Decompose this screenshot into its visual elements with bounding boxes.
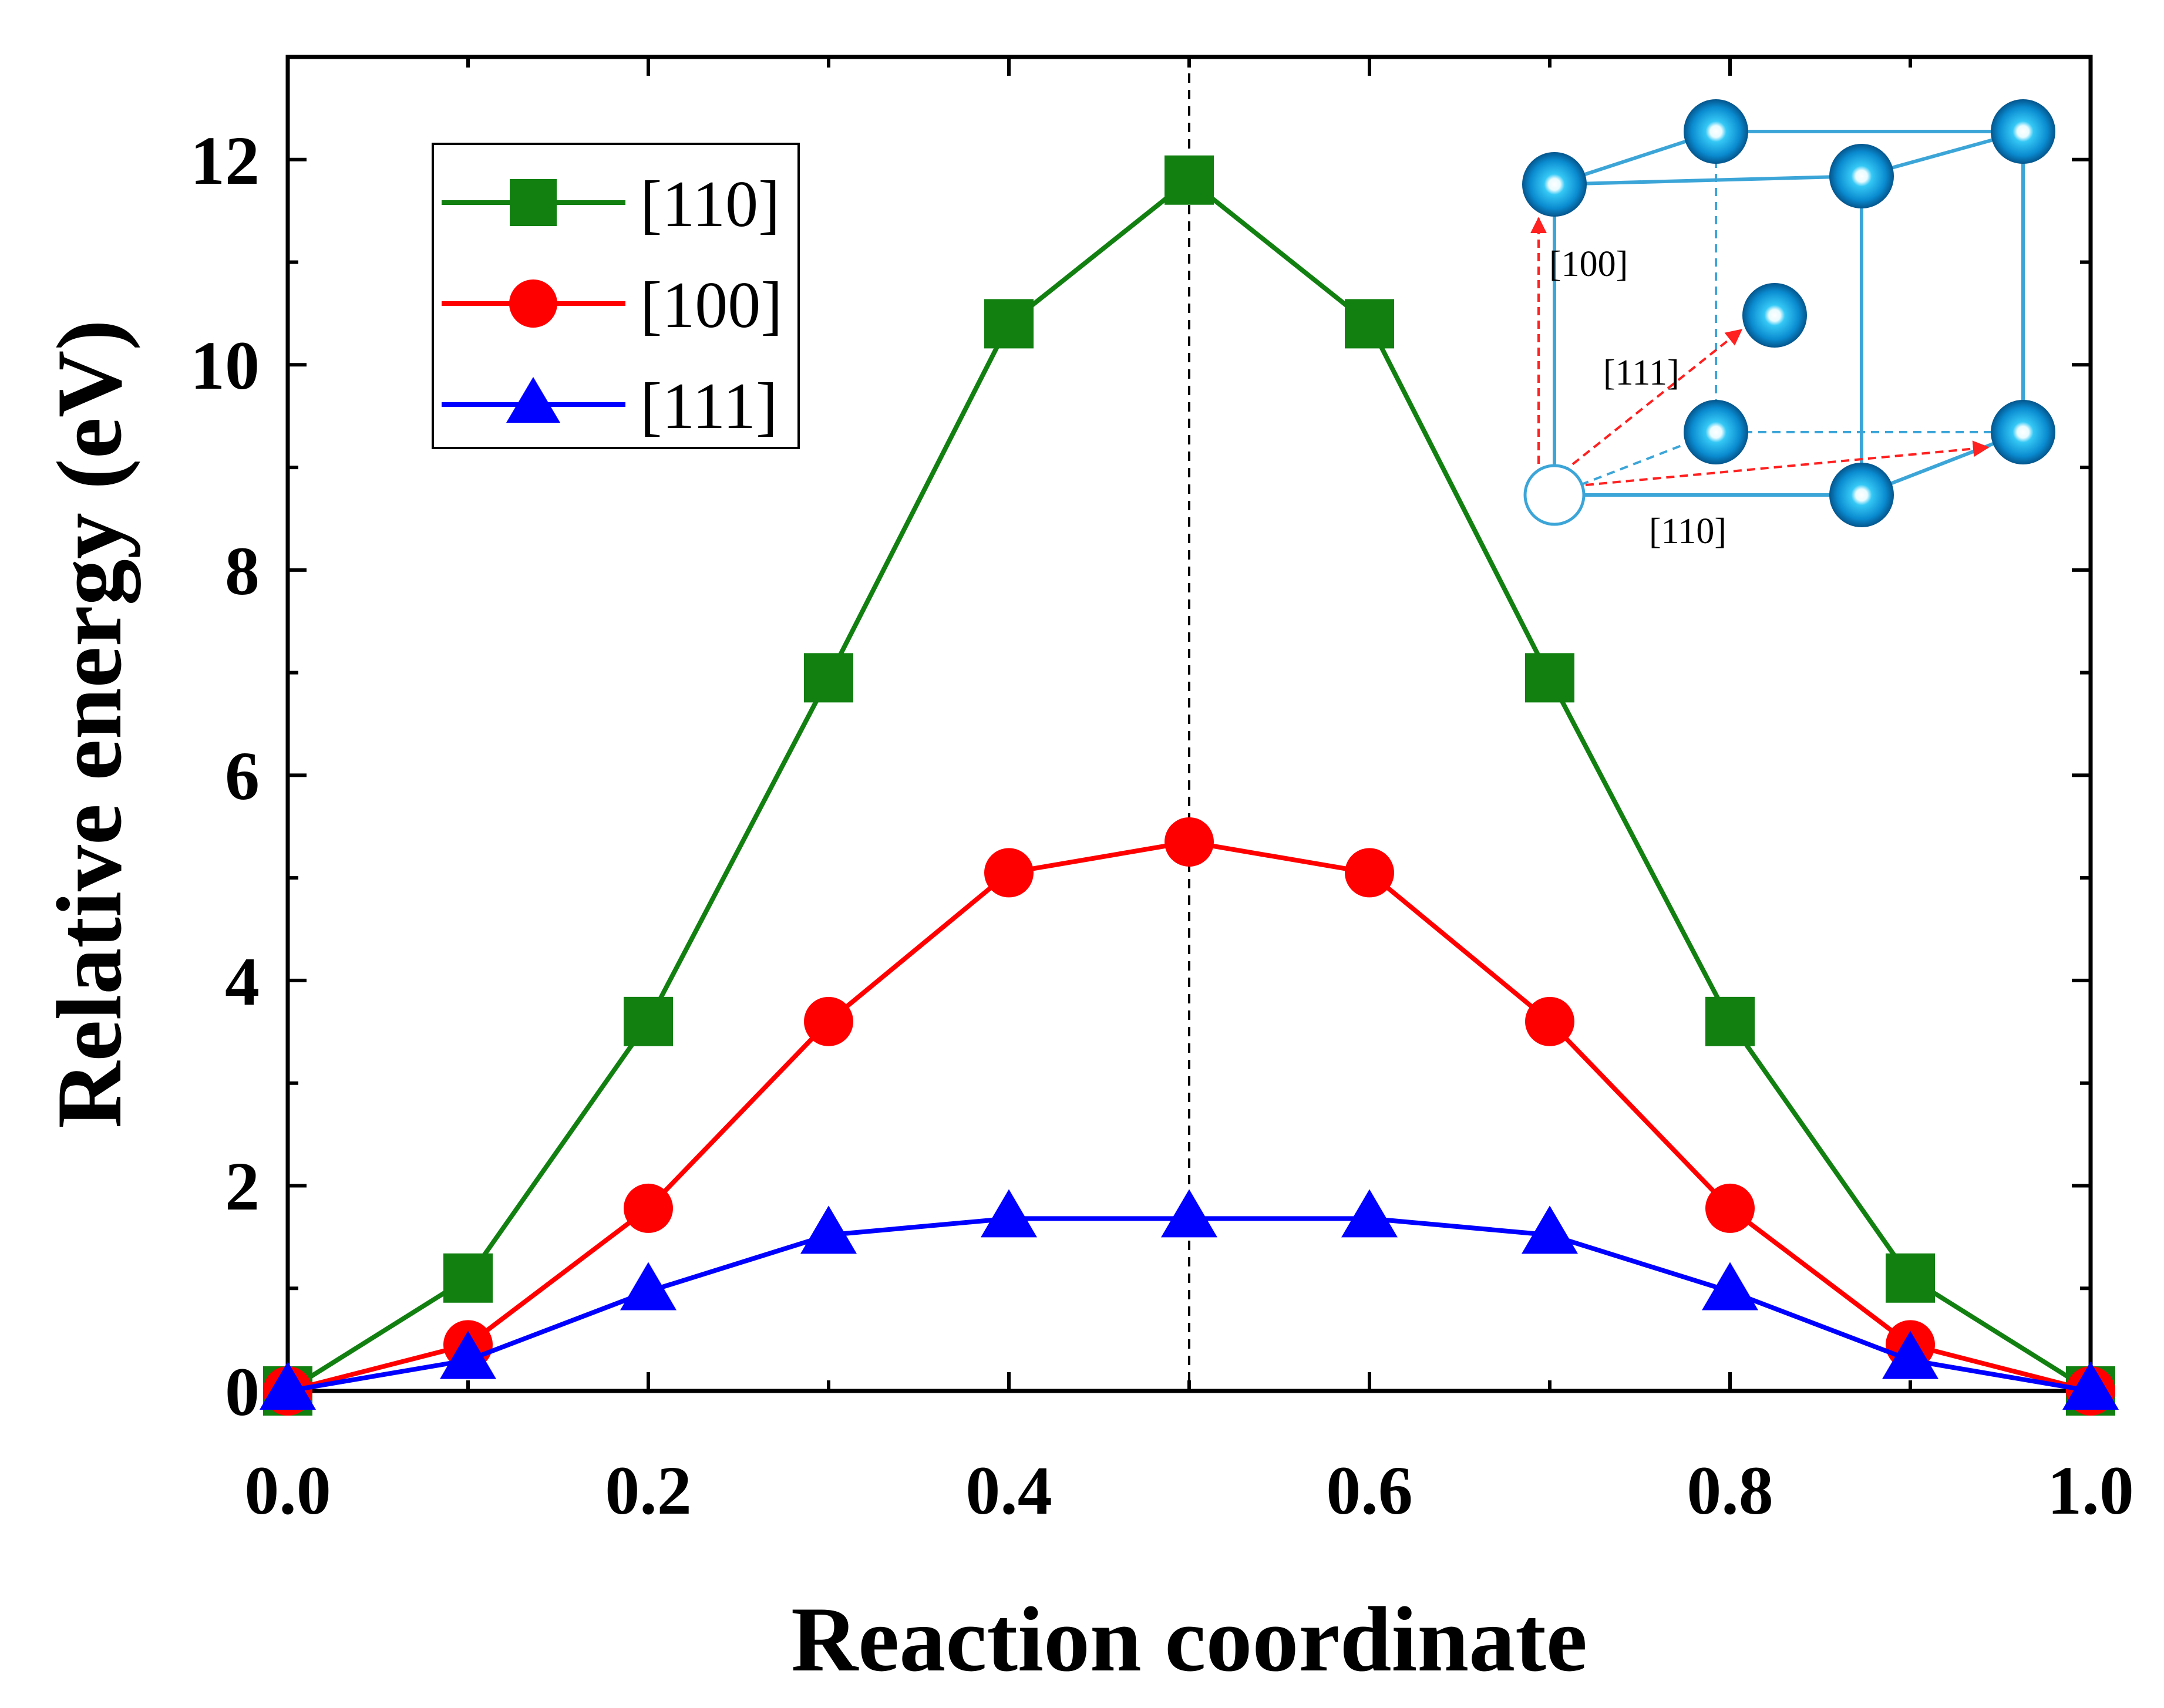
x-tick-label: 0.4 [965,1452,1052,1529]
series-layer [260,155,2119,1416]
data-point [800,1205,857,1254]
arrow-110 [1585,440,1990,486]
y-axis-title: Relative energy (eV) [38,319,141,1128]
legend-marker-100 [509,279,557,328]
atom [1742,283,1807,348]
legend-marker-110 [510,179,557,226]
direction-arrows [1530,217,1990,486]
atom [1991,400,2055,464]
x-tick-labels: 0.0 0.2 0.4 0.6 0.8 1.0 [244,1452,2134,1529]
atoms [1522,99,2055,527]
y-tick-labels: 0 2 4 6 8 10 12 [190,122,260,1430]
data-point [1702,1262,1758,1311]
x-tick-label: 0.0 [244,1452,331,1529]
y-tick-label: 6 [225,737,260,814]
data-point [984,848,1034,898]
atom [1991,99,2055,164]
inset-label-111: [111] [1603,353,1680,393]
x-tick-label: 1.0 [2047,1452,2134,1529]
data-point [260,1362,316,1410]
data-point [1705,996,1755,1046]
legend-marker-111 [506,377,560,423]
data-point [1886,1253,1935,1303]
data-point [1345,848,1394,898]
legend-label-110: [110] [640,168,780,241]
data-point [1522,1205,1578,1254]
atom [1684,400,1748,464]
data-point [1345,299,1394,349]
x-tick-label: 0.6 [1326,1452,1413,1529]
x-tick-label: 0.2 [605,1452,692,1529]
data-point [624,996,673,1046]
data-point [2062,1362,2119,1410]
data-point [624,1183,673,1233]
atom [1684,99,1748,164]
data-point [620,1262,677,1311]
y-tick-label: 10 [190,327,260,404]
data-point [1705,1183,1755,1233]
y-tick-label: 12 [190,122,260,199]
data-point [440,1330,496,1379]
data-point [1165,155,1214,205]
legend-label-100: [100] [640,269,783,342]
data-point [981,1189,1037,1238]
series-111 [260,1189,2119,1410]
data-point [1525,996,1574,1046]
inset-label-100: [100] [1549,244,1628,284]
inset-label-110: [110] [1649,511,1727,551]
data-point [1161,1189,1217,1238]
data-point [1341,1189,1398,1238]
legend-box [432,143,800,449]
inset-crystal-diagram: [100] [111] [110] [1522,99,2055,551]
data-point [804,653,853,703]
x-axis-title: Reaction coordinate [791,1588,1587,1691]
data-point [984,299,1034,349]
legend: [110] [100] [111] [432,143,800,449]
data-point [443,1253,493,1303]
y-tick-label: 0 [225,1353,260,1430]
data-point [804,996,853,1046]
y-tick-label: 4 [225,943,260,1020]
arrow-111 [1561,329,1743,474]
data-point [1165,817,1214,867]
atom [1829,144,1894,208]
vacancy-site [1523,464,1586,526]
data-point [1525,653,1574,703]
y-tick-label: 8 [225,533,260,609]
atom [1522,152,1587,217]
legend-label-111: [111] [640,370,778,443]
atom [1829,463,1894,527]
x-tick-label: 0.8 [1687,1452,1773,1529]
y-tick-label: 2 [225,1148,260,1225]
data-point [1882,1330,1938,1379]
